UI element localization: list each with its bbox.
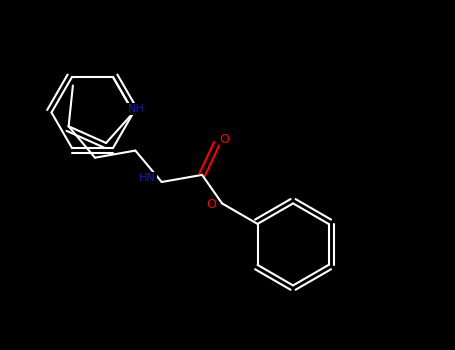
Text: NH: NH: [127, 104, 144, 114]
Text: HN: HN: [139, 173, 156, 183]
Text: O: O: [206, 198, 216, 211]
Text: O: O: [219, 133, 229, 146]
